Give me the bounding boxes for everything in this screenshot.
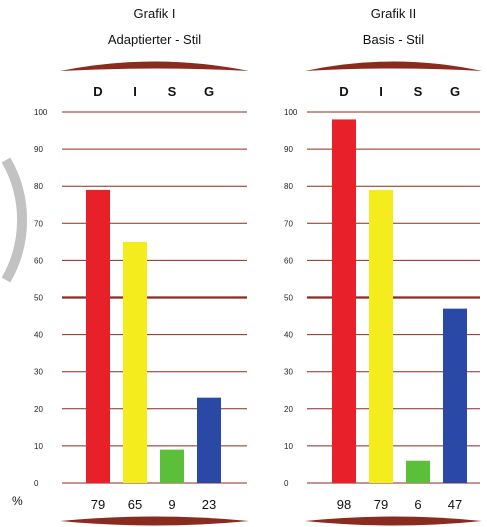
category-label-S: S: [414, 84, 423, 99]
y-tick-label: 80: [34, 182, 43, 191]
bar-D: [86, 189, 110, 483]
y-tick-label: 60: [284, 256, 293, 265]
chart-panel-2: Grafik II Basis - Stil D I S G 0 10 20 30 40 50 60 70…: [284, 6, 482, 526]
y-tick-label: 40: [34, 331, 43, 340]
y-tick-label: 90: [284, 145, 293, 154]
bar-G: [443, 308, 467, 483]
y-tick-label: 90: [34, 145, 43, 154]
value-label-G: 47: [448, 497, 462, 512]
y-tick-label: 30: [34, 368, 43, 377]
chart-title: Grafik II: [371, 6, 417, 21]
value-label-D: 79: [91, 497, 105, 512]
y-tick-label: 10: [284, 442, 293, 451]
category-label-D: D: [339, 84, 348, 99]
bottom-band: [60, 516, 249, 526]
chart-subtitle: Adaptierter - Stil: [108, 32, 201, 47]
bar-S: [160, 449, 184, 483]
y-tick-label: 100: [284, 108, 298, 117]
bar-S: [406, 460, 430, 483]
y-tick-label: 0: [34, 479, 39, 488]
y-tick-label: 100: [34, 108, 48, 117]
y-tick-label: 20: [284, 405, 293, 414]
category-label-G: G: [204, 84, 214, 99]
value-label-I: 79: [374, 497, 388, 512]
y-tick-label: 0: [284, 479, 289, 488]
chart-title: Grafik I: [134, 6, 176, 21]
bar-D: [332, 119, 356, 484]
value-label-S: 9: [168, 497, 175, 512]
bar-G: [197, 397, 221, 483]
chart-panel-1: Grafik I Adaptierter - Stil D I S G 0 10 20 30 40 5…: [34, 6, 249, 526]
y-tick-label: 70: [284, 219, 293, 228]
bottom-band: [305, 516, 482, 526]
category-label-S: S: [168, 84, 177, 99]
value-label-G: 23: [202, 497, 216, 512]
y-tick-label: 30: [284, 368, 293, 377]
value-label-I: 65: [128, 497, 142, 512]
value-label-D: 98: [337, 497, 351, 512]
y-tick-label: 10: [34, 442, 43, 451]
y-tick-label: 70: [34, 219, 43, 228]
bar-I: [123, 241, 147, 483]
y-tick-label: 20: [34, 405, 43, 414]
decorative-ring-arc: [1, 157, 28, 283]
category-label-I: I: [133, 84, 137, 99]
y-tick-label: 50: [34, 294, 43, 303]
percent-label: %: [12, 494, 23, 508]
y-tick-label: 60: [34, 256, 43, 265]
value-label-S: 6: [414, 497, 421, 512]
category-label-D: D: [93, 84, 102, 99]
y-tick-label: 80: [284, 182, 293, 191]
y-tick-label: 40: [284, 331, 293, 340]
chart-subtitle: Basis - Stil: [363, 32, 425, 47]
category-label-G: G: [450, 84, 460, 99]
bar-I: [369, 189, 393, 483]
top-band: [60, 61, 249, 71]
category-label-I: I: [379, 84, 383, 99]
top-band: [305, 61, 482, 71]
y-tick-label: 50: [284, 294, 293, 303]
